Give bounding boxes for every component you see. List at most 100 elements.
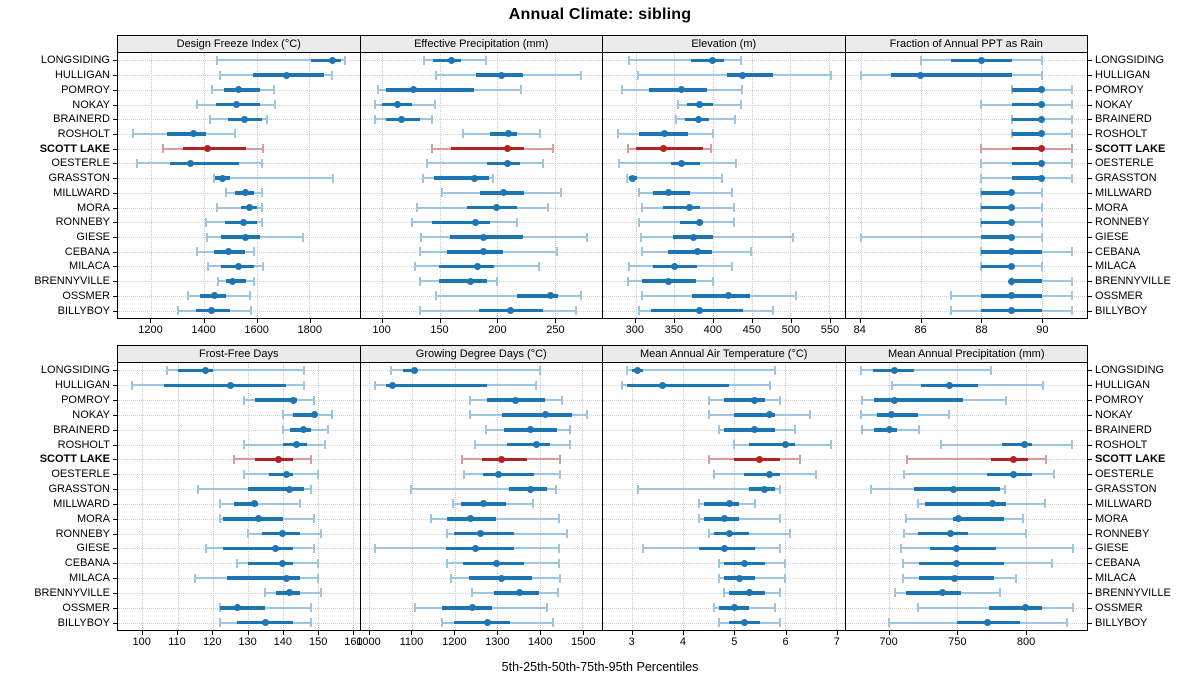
site-labels-right-top: LONGSIDING HULLIGAN POMROY NOKAY BRAINERD ROS… [1088,35,1200,339]
whisker-cap-95th [1045,454,1048,464]
whisker-cap-5th [697,514,700,524]
whisker-cap-95th [569,440,572,450]
whisker-cap-5th [950,306,953,316]
grid-line-vertical [1041,53,1043,318]
whisker-cap-95th [260,158,263,168]
axis-tick [497,319,499,323]
axis-tick [634,319,636,323]
whisker-cap-95th [789,529,792,539]
median-dot [492,204,500,212]
site-axis-tick [1088,148,1092,150]
whisker-cap-5th [281,425,284,435]
site-label: GRASSTON [1095,483,1157,496]
site-axis-tick [1088,295,1092,297]
iqr-bar-25-75 [726,73,773,77]
whisker-cap-95th [309,603,312,613]
site-axis-tick [113,548,117,550]
x-axis: 3 4 5 6 7 [602,631,846,651]
whisker-cap-95th [331,173,334,183]
grid-line-horizontal [118,429,360,431]
site-label: OSSMER [1095,601,1143,614]
whisker-cap-95th [262,144,265,154]
axis-tick-label: 130 [238,636,257,648]
whisker-cap-95th [829,70,832,80]
site-label: MILLWARD [1095,497,1152,510]
whisker-cap-95th [542,158,545,168]
whisker-cap-5th [707,410,710,420]
whisker-cap-5th [419,247,422,257]
site-label: NOKAY [1095,408,1133,421]
median-dot [409,86,417,94]
whisker-cap-95th [320,529,322,539]
site-axis-tick [1088,578,1092,580]
iqr-bar-25-75 [930,546,996,551]
site-labels-left-top: LONGSIDING HULLIGAN POMROY NOKAY BRAINERD ROS… [0,35,117,339]
whisker-cap-95th [1042,380,1045,390]
axis-tick-label: 400 [703,324,722,336]
median-dot [659,145,667,153]
plot-area [117,363,361,631]
axis-tick [785,631,787,635]
axis-tick [1042,319,1044,323]
axis-tick-label: 86 [914,324,927,336]
site-label: OESTERLE [51,468,110,481]
axis-tick [454,631,456,635]
whisker-cap-95th [491,173,494,183]
whisker-cap-5th [903,469,906,479]
whisker-cap-95th [302,365,305,375]
whisker-cap-5th [717,573,720,583]
median-dot [885,426,893,434]
whisker-cap-5th [176,306,179,316]
whisker-cap-5th [225,188,228,198]
whisker-cap-95th [260,203,263,213]
x-axis: 1200 1400 1600 1800 [117,319,361,339]
site-axis-tick [113,563,117,565]
median-dot [696,218,704,226]
iqr-bar-25-75 [431,220,491,225]
grid-line-horizontal [845,251,1087,253]
grid-line-vertical [497,363,499,630]
axis-tick [583,631,585,635]
median-dot [506,307,514,315]
site-axis-tick [1088,281,1092,283]
plot-area [602,363,846,631]
whisker-cap-5th [468,395,471,405]
x-axis: 100 150 200 250 [360,319,604,339]
axis-tick [673,319,675,323]
site-axis-tick [113,607,117,609]
axis-tick [920,319,922,323]
site-label: BRENNYVILLE [1095,275,1171,288]
site-axis-tick [1088,75,1092,77]
whisker-cap-5th [461,454,464,464]
axis-tick-label: 1100 [399,636,424,648]
whisker-cap-5th [712,603,715,613]
median-dot [468,604,476,612]
whisker-5-95 [906,458,1047,461]
whisker-cap-95th [272,85,275,95]
whisker-cap-5th [373,543,376,553]
whisker-cap-5th [374,114,377,124]
median-dot [261,619,269,627]
median-dot [1009,455,1017,463]
whisker-cap-95th [1024,529,1027,539]
median-dot [1008,189,1016,197]
axis-tick-label: 3 [628,636,635,648]
median-dot [233,101,241,109]
whisker-5-95 [219,502,300,505]
whisker-5-95 [217,59,345,62]
site-label: BRAINERD [1095,113,1152,126]
grid-line-horizontal [118,133,360,135]
site-axis-tick [1088,237,1092,239]
whisker-cap-95th [580,70,583,80]
axis-tick [439,319,441,323]
median-dot [504,145,512,153]
panel-strip: Design Freeze Index (°C) [117,35,361,53]
median-dot [279,559,286,567]
grid-line-horizontal [118,592,360,594]
whisker-cap-5th [860,425,863,435]
panel: Mean Annual Precipitation (mm) 700 750 800 [844,345,1088,651]
site-axis-tick [113,104,117,106]
whisker-cap-5th [131,380,133,390]
whisker-cap-95th [515,217,518,227]
median-dot [740,619,748,627]
